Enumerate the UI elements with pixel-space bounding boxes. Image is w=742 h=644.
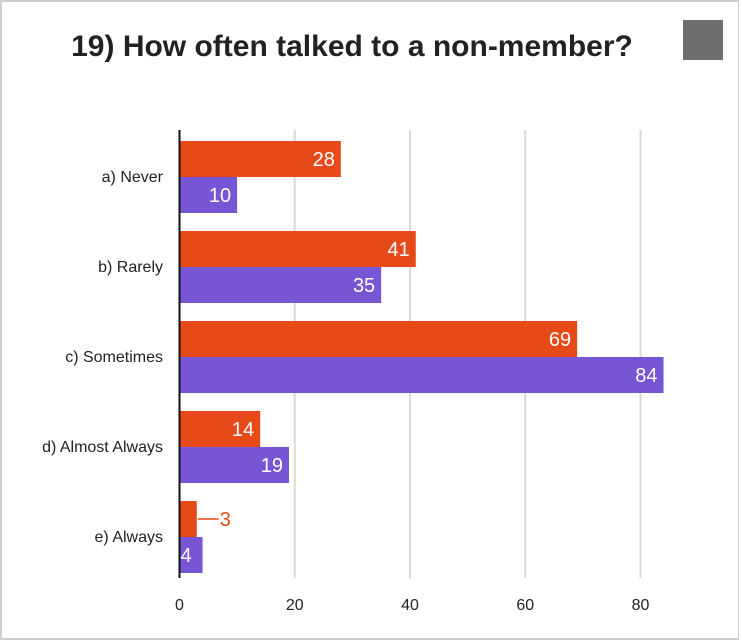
x-tick-label: 0 [175, 597, 184, 614]
bar [179, 501, 197, 537]
bar [179, 537, 203, 573]
category-label: a) Never [102, 169, 164, 186]
x-tick-label: 20 [286, 597, 304, 614]
bar-data-label: 3 [220, 509, 231, 531]
bar-data-label: 69 [549, 329, 571, 351]
x-tick-label: 60 [516, 597, 534, 614]
bar-data-label: 35 [353, 275, 375, 297]
menu-icon[interactable] [683, 20, 723, 60]
bar-data-label: 19 [261, 455, 283, 477]
bar [179, 447, 289, 483]
bar-data-label: 10 [209, 185, 231, 207]
category-label: e) Always [95, 529, 163, 546]
bar [179, 141, 341, 177]
bar [179, 177, 238, 213]
x-tick-label: 80 [632, 597, 650, 614]
bar-data-label: 14 [232, 419, 254, 441]
bar-data-label: 41 [388, 239, 410, 261]
category-label: b) Rarely [98, 259, 163, 276]
bar [179, 267, 382, 303]
x-tick-label: 40 [401, 597, 419, 614]
bar [179, 357, 664, 393]
category-label: d) Almost Always [42, 439, 163, 456]
bar-data-label: 4 [181, 545, 192, 567]
labels: 0 20 40 60 80 a) Never 28 10 b) Rarely 41 35 c) Som… [42, 130, 658, 614]
bar-data-label: 84 [635, 365, 657, 387]
bar-data-label: 28 [313, 149, 335, 171]
bar [179, 231, 416, 267]
category-label: c) Sometimes [65, 349, 163, 366]
bar [179, 411, 261, 447]
chart-title: 19) How often talked to a non-member? [71, 30, 633, 63]
bars [179, 141, 664, 573]
bar [179, 321, 578, 357]
